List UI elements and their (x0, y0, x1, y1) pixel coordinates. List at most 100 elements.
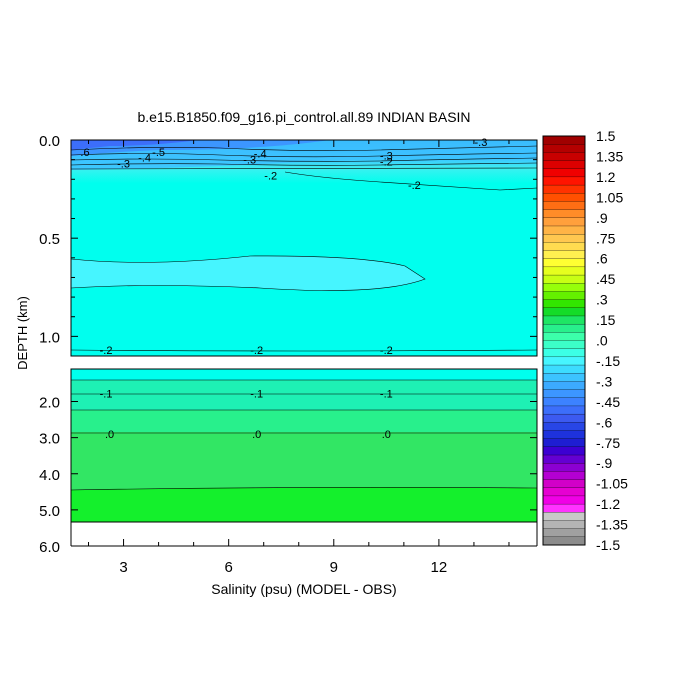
colorbar-swatch (542, 430, 586, 440)
colorbar-swatch (542, 291, 586, 301)
colorbar-label: 1.5 (596, 128, 616, 144)
colorbar-label: -1.05 (596, 476, 628, 492)
y-axis-label: DEPTH (km) (15, 296, 30, 370)
colorbar-swatch (542, 135, 586, 145)
contour-label: -.2 (100, 345, 113, 357)
colorbar-label: .0 (596, 333, 608, 349)
contour-label: .0 (105, 429, 114, 441)
lower-band-mint (71, 410, 537, 432)
contour-label: .0 (382, 429, 391, 441)
lower-band-teal (71, 380, 537, 410)
colorbar-swatch (542, 184, 586, 194)
colorbar-swatch (542, 422, 586, 431)
colorbar-label: -1.5 (596, 537, 620, 553)
colorbar-swatch (542, 315, 586, 325)
contour-label: -.2 (408, 180, 421, 192)
lower-panel (70, 368, 538, 547)
y-tick-label: 4.0 (39, 467, 60, 484)
colorbar-label: .45 (596, 271, 616, 287)
colorbar-swatch (542, 217, 586, 227)
colorbar-swatch (542, 413, 586, 423)
colorbar-swatch (542, 512, 586, 521)
x-axis: 3 6 9 12 (88, 140, 510, 576)
colorbar-label: .75 (596, 230, 616, 246)
colorbar-swatch (542, 373, 586, 382)
colorbar-swatch (542, 160, 586, 170)
contour-label: -.1 (250, 389, 263, 401)
contour-label: .6 (80, 147, 89, 159)
colorbar-swatch (542, 503, 586, 513)
colorbar-label: -1.35 (596, 517, 628, 533)
contour-label: -.3 (117, 159, 130, 171)
colorbar-swatch (542, 536, 586, 546)
contour-label: -.3 (380, 151, 393, 163)
colorbar-swatch (542, 266, 586, 276)
colorbar-swatch (542, 471, 586, 481)
colorbar-swatch (542, 209, 586, 219)
colorbar-swatch (542, 307, 586, 317)
colorbar-swatch (542, 438, 586, 448)
colorbar-swatch (542, 242, 586, 251)
lower-panel-frame (70, 368, 538, 523)
colorbar-label: -.9 (596, 455, 613, 471)
colorbar-swatch (542, 299, 586, 309)
colorbar-swatch (542, 250, 586, 260)
colorbar-swatch (542, 463, 586, 472)
upper-panel-frame (70, 139, 538, 357)
contour-label: -.5 (152, 147, 165, 159)
contour-label: -.2 (380, 157, 393, 169)
colorbar-label: -.15 (596, 353, 620, 369)
lower-band-deep-green (71, 487, 537, 522)
colorbar-swatch (542, 234, 586, 243)
upper-y-axis: 0.0 0.5 1.0 (39, 133, 537, 357)
colorbar-swatches (542, 135, 586, 546)
chart-title: b.e15.B1850.f09_g16.pi_control.all.89 IN… (137, 109, 470, 125)
upper-panel-field (71, 140, 537, 356)
x-tick-label: 12 (431, 559, 448, 576)
upper-panel (70, 139, 538, 357)
x-tick-label: 3 (119, 559, 127, 576)
contour-label: -.3 (475, 137, 488, 149)
colorbar-swatch (542, 389, 586, 399)
colorbar-swatch (542, 397, 586, 407)
y-tick-label: 5.0 (39, 503, 60, 520)
colorbar-swatch (542, 528, 586, 538)
contour-labels: -.3.6 -.5-.4-.3-.4-.3 -.3-.2-.2-.2-.2 -.2 -.… (80, 137, 487, 441)
colorbar-swatch (542, 144, 586, 153)
colorbar-swatch (542, 381, 586, 391)
x-tick-label: 9 (330, 559, 338, 576)
colorbar-label: 1.2 (596, 169, 616, 185)
lower-band-green (71, 432, 537, 490)
colorbar-swatch (542, 332, 586, 341)
contour-label: -.1 (100, 389, 113, 401)
colorbar-swatch (542, 348, 586, 358)
y-tick-label: 0.5 (39, 231, 60, 248)
colorbar-label: -.3 (596, 373, 613, 389)
colorbar-swatch (542, 446, 586, 456)
contour-label: -.2 (264, 170, 277, 182)
colorbar-swatch (542, 487, 586, 497)
colorbar-swatch (542, 225, 586, 235)
y-tick-label: 2.0 (39, 395, 60, 412)
colorbar-swatch (542, 152, 586, 161)
lower-y-axis: 2.0 3.0 4.0 5.0 6.0 (39, 395, 537, 556)
colorbar-label: -1.2 (596, 496, 620, 512)
x-axis-label: Salinity (psu) (MODEL - OBS) (211, 581, 396, 597)
colorbar-label: 1.35 (596, 148, 623, 164)
lower-contour-lines (70, 379, 538, 491)
colorbar-label: .9 (596, 210, 608, 226)
colorbar-frame (542, 135, 586, 546)
colorbar-swatch (542, 479, 586, 489)
contour-label: -.4 (254, 149, 267, 161)
colorbar-swatch (542, 193, 586, 202)
colorbar-label: -.75 (596, 435, 620, 451)
colorbar: 1.5 1.35 1.2 1.05 .9 .75 .6 .45 .3 .15 .0 -.15 -.3 -.… (542, 128, 628, 553)
colorbar-swatch (542, 520, 586, 530)
contour-label: -.1 (380, 389, 393, 401)
colorbar-label: -.45 (596, 394, 620, 410)
x-tick-label: 6 (224, 559, 232, 576)
colorbar-swatch (542, 274, 586, 284)
colorbar-label: .3 (596, 292, 608, 308)
colorbar-swatch (542, 405, 586, 415)
